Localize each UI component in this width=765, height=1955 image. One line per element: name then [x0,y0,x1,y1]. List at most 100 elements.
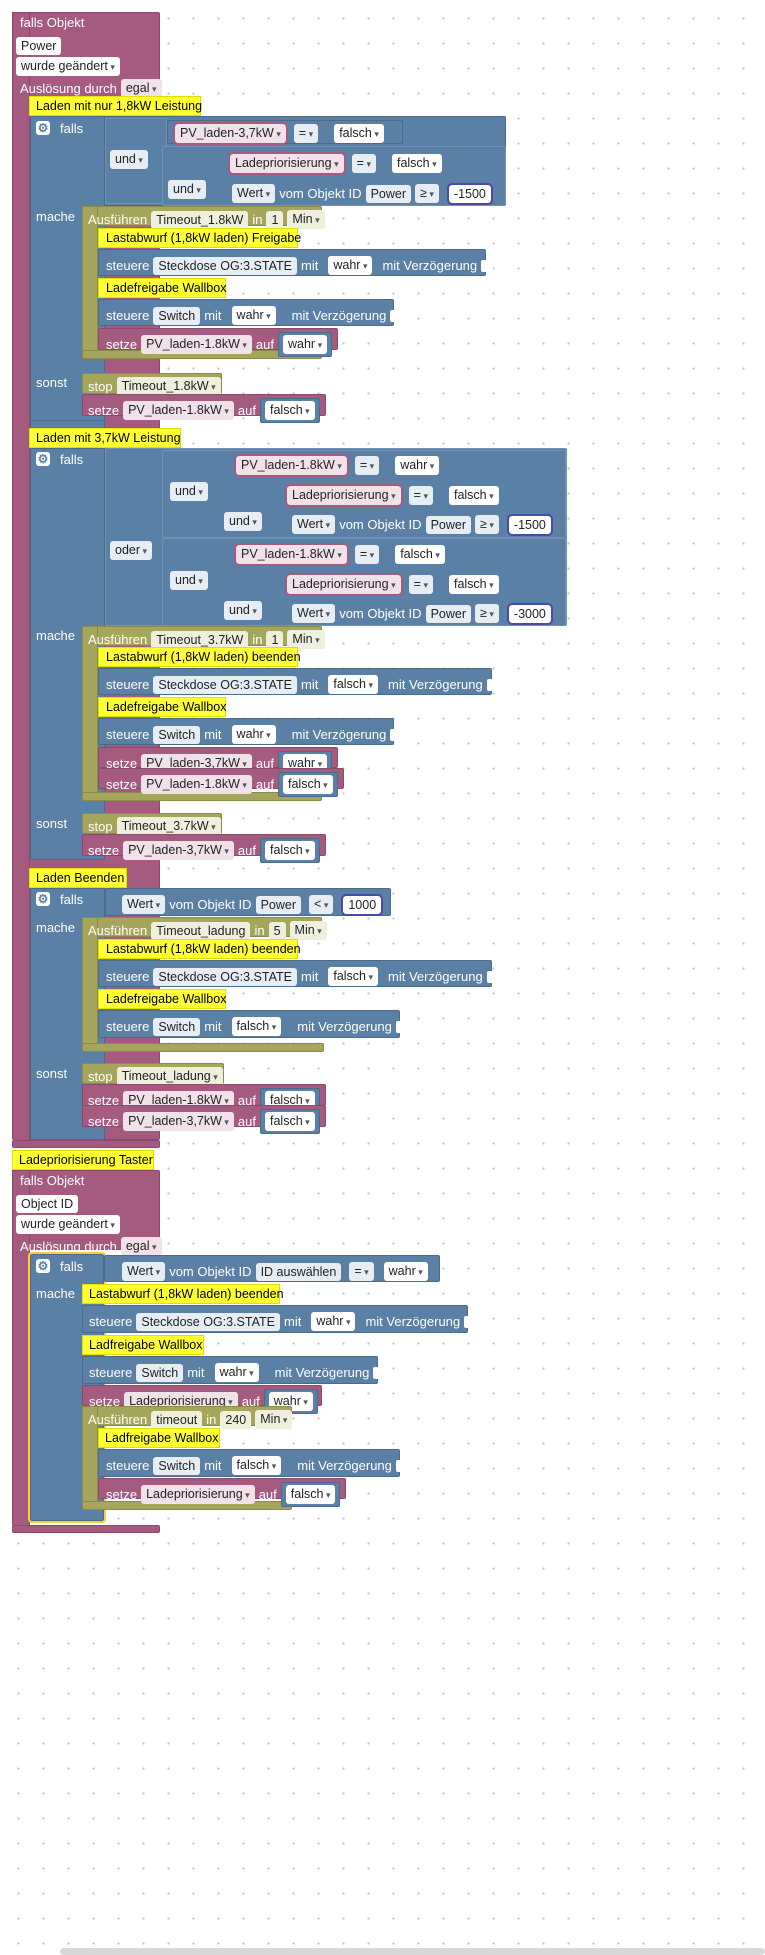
number-input[interactable]: -1500 [446,182,493,205]
number-input[interactable]: -1500 [506,513,553,536]
bool-falsch[interactable]: falsch [265,1112,315,1131]
operator-dropdown[interactable]: = [354,456,380,475]
comment-block[interactable] [98,989,226,1009]
bool-falsch[interactable]: falsch [265,401,315,420]
delay-checkbox[interactable] [464,1315,477,1328]
trigger-object-field[interactable]: Object ID [16,1195,79,1213]
comment-block[interactable] [98,228,298,248]
gear-icon[interactable]: ⚙ [36,121,50,135]
trigger-changed-dropdown[interactable]: wurde geändert [16,57,120,76]
object-steckdose[interactable]: Steckdose OG:3.STATE [136,1312,280,1331]
delay-field[interactable]: 1 [266,210,284,229]
comment-block[interactable] [98,1428,220,1448]
comment-block[interactable] [82,1335,204,1355]
unit-dropdown[interactable]: Min [287,630,325,649]
timeout-name-field[interactable]: timeout [151,1410,203,1429]
variable-pv18[interactable]: PV_laden-1.8kW [234,543,349,566]
bool-falsch[interactable]: falsch [285,1485,336,1504]
wert-dropdown[interactable]: Wert [122,895,166,914]
number-input[interactable]: 1000 [341,893,384,916]
timeout-name-dropdown[interactable]: Timeout_ladung [116,1067,223,1086]
comment-block[interactable] [98,697,226,717]
variable-pv18[interactable]: PV_laden-1.8kW [141,775,252,794]
variable-ladepriorisierung[interactable]: Ladepriorisierung [285,573,403,596]
object-id-power[interactable]: Power [365,184,411,203]
delay-field[interactable]: 240 [220,1410,252,1429]
bool-falsch[interactable]: falsch [448,575,499,594]
timeout-name-field[interactable]: Timeout_1.8kW [151,210,249,229]
operator-dropdown[interactable]: = [293,124,319,143]
comment-block[interactable] [82,1284,280,1304]
operator-gte[interactable]: ≥ [475,515,499,534]
bool-falsch[interactable]: falsch [231,1017,282,1036]
und-dropdown[interactable]: und [170,571,208,590]
operator-dropdown[interactable]: = [408,575,433,594]
bool-wahr[interactable]: wahr [328,256,373,275]
wert-dropdown[interactable]: Wert [232,184,276,203]
bool-wahr[interactable]: wahr [311,1312,356,1331]
bool-falsch[interactable]: falsch [391,154,442,173]
unit-dropdown[interactable]: Min [289,921,327,940]
unit-dropdown[interactable]: Min [255,1410,293,1429]
bool-falsch[interactable]: falsch [334,124,384,143]
bool-falsch[interactable]: falsch [265,841,315,860]
timeout-name-dropdown[interactable]: Timeout_3.7kW [116,817,221,836]
object-id-power[interactable]: Power [425,515,471,534]
trigger-object-field[interactable]: Power [16,37,62,55]
operator-gte[interactable]: ≥ [475,604,499,623]
delay-checkbox[interactable] [395,1459,408,1472]
bool-falsch[interactable]: falsch [395,545,445,564]
variable-pv37[interactable]: PV_laden-3,7kW [123,1112,234,1131]
comment-block[interactable] [98,278,226,298]
bool-wahr[interactable]: wahr [231,306,276,325]
operator-gte[interactable]: ≥ [415,184,439,203]
delay-checkbox[interactable] [373,1366,386,1379]
bool-falsch[interactable]: falsch [448,486,499,505]
comment-block[interactable] [29,868,127,888]
horizontal-scrollbar[interactable] [60,1948,765,1955]
variable-pv37[interactable]: PV_laden-3,7kW [123,841,234,860]
timeout-name-field[interactable]: Timeout_3.7kW [151,630,249,649]
delay-checkbox[interactable] [390,309,403,322]
bool-wahr[interactable]: wahr [395,456,440,475]
variable-pv18[interactable]: PV_laden-1.8kW [234,454,349,477]
object-id-power[interactable]: Power [255,895,301,914]
unit-dropdown[interactable]: Min [287,210,325,229]
comment-block[interactable] [98,939,298,959]
bool-wahr[interactable]: wahr [383,1262,428,1281]
object-switch[interactable]: Switch [153,306,201,325]
variable-ladepriorisierung[interactable]: Ladepriorisierung [141,1485,255,1504]
object-id-power[interactable]: Power [425,604,471,623]
delay-field[interactable]: 1 [266,630,284,649]
gear-icon[interactable]: ⚙ [36,1259,50,1273]
bool-wahr[interactable]: wahr [231,725,276,744]
object-switch[interactable]: Switch [153,725,201,744]
operator-dropdown[interactable]: = [349,1262,374,1281]
wert-dropdown[interactable]: Wert [292,604,336,623]
comment-block[interactable] [12,1150,154,1170]
gear-icon[interactable]: ⚙ [36,452,50,466]
object-switch[interactable]: Switch [153,1017,201,1036]
delay-checkbox[interactable] [486,970,499,983]
timeout-name-field[interactable]: Timeout_ladung [151,921,251,940]
variable-ladepriorisierung[interactable]: Ladepriorisierung [285,484,403,507]
object-switch[interactable]: Switch [136,1363,184,1382]
object-steckdose[interactable]: Steckdose OG:3.STATE [153,675,297,694]
bool-falsch[interactable]: falsch [283,775,333,794]
trigger-value-dropdown[interactable]: egal [120,79,162,98]
variable-pv18[interactable]: PV_laden-1.8kW [123,401,234,420]
wert-dropdown[interactable]: Wert [292,515,336,534]
object-steckdose[interactable]: Steckdose OG:3.STATE [153,256,297,275]
oder-dropdown[interactable]: oder [110,541,153,560]
und-dropdown[interactable]: und [170,482,208,501]
comment-block[interactable] [29,96,201,116]
variable-ladepriorisierung[interactable]: Ladepriorisierung [228,152,346,175]
delay-checkbox[interactable] [481,259,494,272]
variable-pv37[interactable]: PV_laden-3,7kW [173,122,288,145]
delay-checkbox[interactable] [486,678,499,691]
variable-pv18[interactable]: PV_laden-1.8kW [141,335,252,354]
bool-wahr[interactable]: wahr [283,335,328,354]
delay-checkbox[interactable] [395,1020,408,1033]
bool-falsch[interactable]: falsch [231,1456,282,1475]
